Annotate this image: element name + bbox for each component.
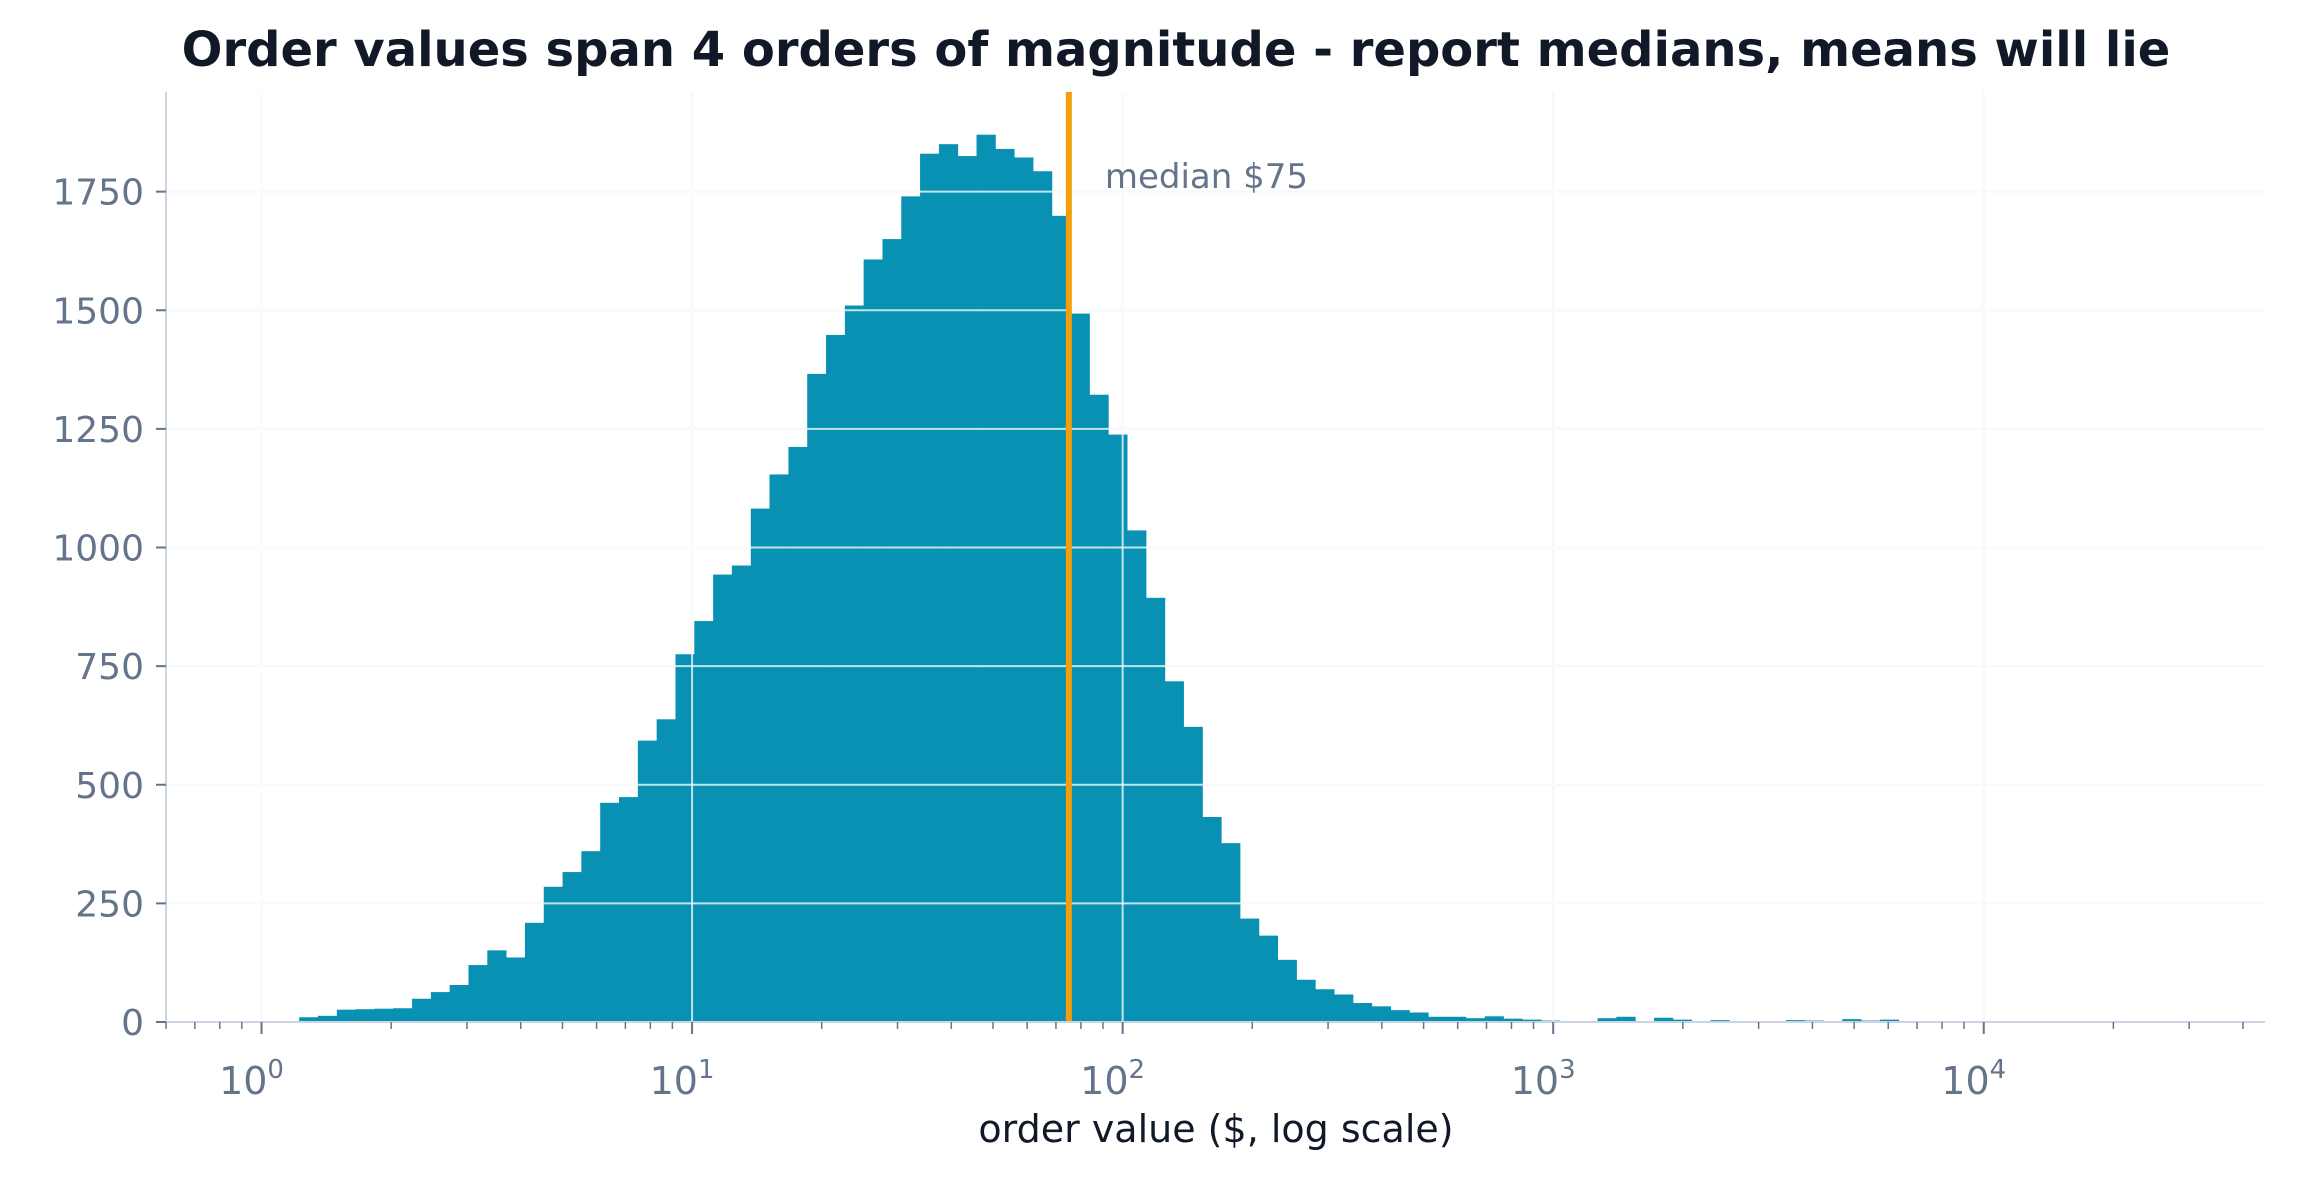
y-tick-label: 1000 [52, 529, 144, 570]
histogram-bar [957, 156, 977, 1022]
histogram-bar [1296, 979, 1316, 1022]
histogram-bar [713, 574, 733, 1022]
overlay-gridlines [166, 92, 2265, 1022]
histogram-bar [1258, 935, 1279, 1022]
histogram-bar [1014, 157, 1034, 1023]
histogram-bar [731, 565, 752, 1022]
histogram-bar [637, 740, 658, 1022]
histogram-bar [1522, 1019, 1542, 1022]
histogram-bar [1352, 1003, 1373, 1022]
y-tick-label: 0 [121, 1003, 144, 1044]
histogram-bar [317, 1015, 338, 1022]
histogram-bar [619, 797, 639, 1022]
x-tick-label: 101 [650, 1055, 715, 1103]
histogram-bar [600, 802, 620, 1022]
x-tick-label: 100 [219, 1055, 284, 1103]
histogram-bar [1334, 994, 1354, 1022]
histogram-bar [1879, 1019, 1900, 1022]
histogram-bar [656, 719, 676, 1022]
histogram-bar [374, 1008, 394, 1022]
histogram-bar [807, 373, 827, 1023]
y-tick-label: 250 [75, 884, 144, 925]
x-axis-label: order value ($, log scale) [978, 1107, 1453, 1151]
histogram-bar [844, 305, 865, 1022]
histogram-bar [449, 984, 469, 1022]
histogram-bar [863, 259, 883, 1022]
histogram-bar [1672, 1019, 1693, 1022]
histogram-bar [581, 851, 601, 1022]
chart-title: Order values span 4 orders of magnitude … [182, 22, 2171, 78]
histogram-bar [1409, 1012, 1429, 1022]
axes [165, 92, 2265, 1023]
histogram-bar [1070, 313, 1090, 1023]
histogram-bar [355, 1009, 375, 1022]
y-tick-label: 750 [75, 647, 144, 688]
x-tick-label: 104 [1941, 1055, 2006, 1103]
histogram-bar [299, 1017, 319, 1022]
histogram-bar [938, 144, 959, 1022]
histogram-bar [1597, 1018, 1617, 1022]
histogram-bar [694, 621, 714, 1022]
histogram-bar [487, 950, 507, 1022]
y-tick-label: 1500 [52, 291, 144, 332]
histogram-bar [882, 239, 902, 1023]
histogram-bar [1239, 918, 1260, 1022]
histogram-bar [468, 965, 488, 1022]
histogram-bar [543, 886, 563, 1022]
histogram-bar [524, 922, 545, 1022]
histogram-bar [506, 957, 526, 1022]
histogram-bar [1447, 1016, 1467, 1022]
histogram-bar [1484, 1016, 1504, 1022]
histogram-bar [1465, 1018, 1486, 1022]
histogram-bar [1616, 1016, 1636, 1022]
histogram-bar [769, 474, 789, 1022]
histogram-bar [1277, 959, 1297, 1022]
histogram-bar [826, 334, 846, 1022]
histogram-bar [750, 508, 770, 1023]
median-label: median $75 [1105, 157, 1308, 197]
histogram-bar [1089, 394, 1109, 1023]
x-tick-label: 102 [1080, 1055, 1145, 1103]
histogram-bar [1390, 1010, 1410, 1022]
histogram-bar [976, 134, 996, 1022]
histogram-bar [1842, 1019, 1862, 1022]
histogram-bar [1183, 726, 1203, 1022]
histogram-bar [1315, 989, 1335, 1022]
y-tick-label: 1250 [52, 410, 144, 451]
histogram-bar [1033, 171, 1053, 1023]
histogram-bar [1127, 530, 1147, 1022]
histogram-bar [1503, 1018, 1523, 1022]
histogram-bar [901, 196, 921, 1022]
y-tick-label: 500 [75, 766, 144, 807]
histogram-bar [1145, 597, 1166, 1022]
histogram-bar [675, 654, 695, 1022]
histogram-bar [995, 148, 1015, 1022]
y-tick-label: 1750 [52, 173, 144, 214]
histogram-bar [920, 153, 940, 1022]
x-axis-ticks: 100 101 102 103 104 [165, 1022, 2244, 1103]
histogram-bar [1654, 1017, 1674, 1022]
histogram-bar [1371, 1006, 1391, 1022]
histogram-bar [788, 446, 808, 1022]
x-tick-label: 103 [1511, 1055, 1576, 1103]
histogram-bar [430, 992, 451, 1022]
histogram-bar [393, 1008, 413, 1022]
histogram-bar [1428, 1016, 1448, 1022]
histogram-bar [1164, 681, 1184, 1022]
histogram-bar [562, 872, 582, 1022]
histogram-bar [412, 998, 432, 1022]
y-axis-ticks: 0 250 500 750 1000 1250 1500 1750 [52, 173, 166, 1044]
histogram-bars [261, 134, 2013, 1023]
histogram-bar [336, 1009, 357, 1022]
histogram-bar [1221, 843, 1241, 1022]
histogram-bar [1108, 434, 1128, 1023]
histogram-bar [1202, 817, 1222, 1022]
